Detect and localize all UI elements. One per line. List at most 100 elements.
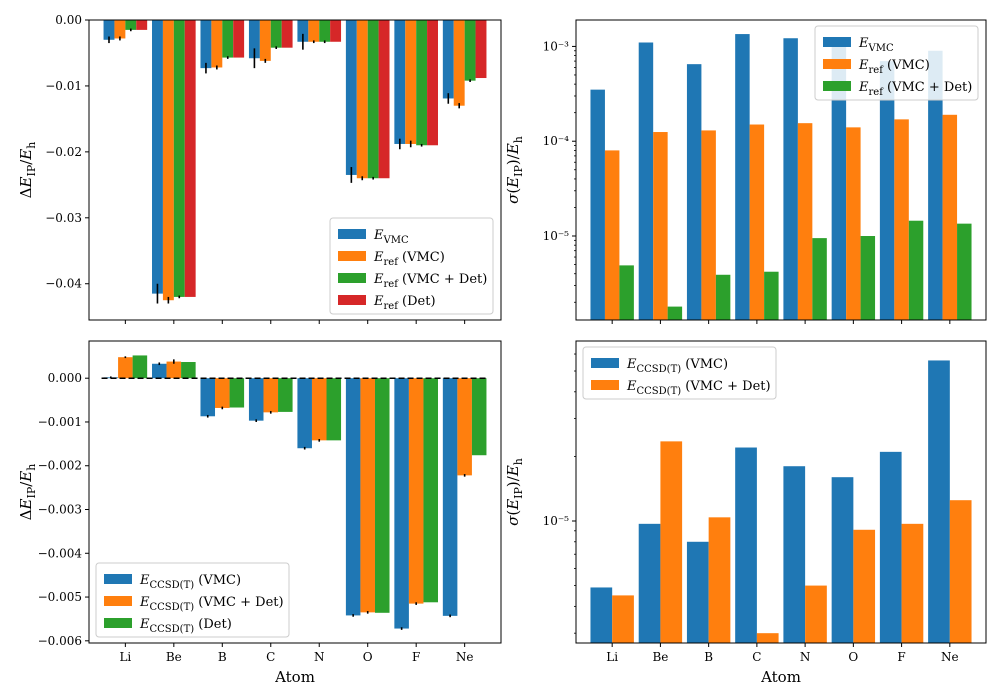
bar-bottom-right-s1-B <box>708 517 731 643</box>
bar-bottom-right-s1-Li <box>612 595 634 643</box>
panel-bottom-right: 10⁻⁵ Li Be B C N O F Ne σ(EIP)/Eh Atom ECCSD(T) (VM… <box>504 340 987 686</box>
bar-bottom-left-s1-B <box>215 378 230 408</box>
bar-top-right-s1-C <box>749 124 765 320</box>
bar-bottom-right-s0-F <box>879 451 902 643</box>
ytick-label: −0.01 <box>45 79 82 93</box>
xtick-label-Ne: Ne <box>941 650 959 664</box>
bar-top-right-s0-Li <box>590 89 605 320</box>
axes-frame <box>88 19 502 321</box>
plot-area <box>590 34 972 320</box>
xtick-label-B: B <box>218 650 227 664</box>
bar-bottom-left-s0-C <box>248 378 264 421</box>
bar-top-right-s2-F <box>908 220 924 320</box>
ytick-label: 10⁻⁵ <box>543 514 570 528</box>
axes-frame <box>575 340 987 644</box>
bar-top-right-s0-O <box>831 42 847 320</box>
ytick-label: −0.002 <box>38 459 82 473</box>
ytick-label: 10⁻⁵ <box>543 229 570 243</box>
bar-top-left-s3-Ne <box>475 20 487 79</box>
legend-entry: Eref (VMC + Det) <box>373 272 487 290</box>
legend-entry: ECCSD(T) (VMC + Det) <box>139 595 284 613</box>
legend-entry: ECCSD(T) (Det) <box>139 617 232 635</box>
bar-top-left-s0-O <box>345 20 357 175</box>
bar-bottom-left-s1-N <box>311 378 327 441</box>
bar-bottom-left-s1-O <box>360 378 375 613</box>
bar-bottom-right-s0-O <box>831 477 854 643</box>
legend-bottom-right: ECCSD(T) (VMC) ECCSD(T) (VMC + Det) <box>582 346 777 400</box>
bar-top-right-s2-Ne <box>957 223 972 320</box>
bar-top-right-s1-Be <box>653 132 668 320</box>
legend-swatch <box>338 251 366 261</box>
bar-top-right-s0-N <box>783 38 798 320</box>
bar-top-right-s2-C <box>764 271 779 320</box>
legend-entry: Eref (VMC) <box>373 250 445 268</box>
xtick-label-C: C <box>752 650 761 664</box>
xtick-label-Be: Be <box>166 650 182 664</box>
bar-top-right-s1-Ne <box>942 114 958 320</box>
bar-bottom-left-s2-B <box>229 378 245 408</box>
xtick-label-Li: Li <box>119 650 131 664</box>
bar-bottom-left-s1-C <box>263 378 279 413</box>
bar-top-left-s1-C <box>259 20 271 61</box>
bar-bottom-left-s0-F <box>394 378 409 629</box>
bar-top-left-s2-Li <box>125 20 137 30</box>
ytick-label: −0.04 <box>45 277 82 291</box>
bar-top-left-s2-B <box>222 20 234 58</box>
plot-area <box>101 355 489 630</box>
legend-swatch <box>338 273 366 283</box>
legend-swatch <box>104 574 132 584</box>
bar-top-left-s1-B <box>211 20 223 68</box>
legend-swatch <box>823 59 851 69</box>
xtick-label-C: C <box>266 650 275 664</box>
bar-top-left-s2-O <box>367 20 379 179</box>
bar-bottom-left-s0-Be <box>152 363 167 379</box>
y-axis-label: ΔEIP/Eh <box>17 464 38 521</box>
xtick-label-Li: Li <box>606 650 618 664</box>
bar-bottom-right-s0-Be <box>638 523 661 643</box>
bar-top-right-s0-C <box>735 34 750 320</box>
bar-bottom-left-s2-C <box>278 378 293 412</box>
bar-top-right-s1-O <box>846 127 861 320</box>
bar-top-left-s3-F <box>427 20 438 146</box>
bar-bottom-left-s2-N <box>326 378 342 441</box>
y-axis-label: σ(EIP)/Eh <box>504 458 525 526</box>
bar-bottom-left-s1-Li <box>118 357 133 379</box>
bar-top-left-s3-Be <box>184 20 196 297</box>
xtick-label-O: O <box>363 650 373 664</box>
bar-top-left-s0-B <box>200 20 212 69</box>
bar-top-right-s2-Li <box>619 265 634 320</box>
bar-top-left-s3-Li <box>136 20 148 30</box>
bar-top-left-s1-Ne <box>453 20 465 106</box>
bar-bottom-left-s0-Ne <box>442 378 458 616</box>
legend-box <box>582 346 777 400</box>
ytick-label: 10⁻³ <box>543 39 570 53</box>
legend-swatch <box>338 229 366 239</box>
legend-entry: EVMC <box>858 36 894 54</box>
bar-top-left-s0-N <box>297 20 309 42</box>
bar-bottom-left-s1-Be <box>166 361 182 379</box>
bar-top-left-s2-Ne <box>464 20 476 81</box>
legend-swatch <box>591 380 619 390</box>
bar-top-right-s2-O <box>860 236 876 320</box>
bar-top-right-s2-N <box>812 238 827 320</box>
bar-top-left-s2-F <box>416 20 428 146</box>
bar-top-left-s0-Ne <box>442 20 454 99</box>
bar-bottom-left-s2-F <box>423 378 438 603</box>
panel-bottom-left: 0.000 −0.001 −0.002 −0.003 −0.004 −0.005 −0.00… <box>17 340 502 686</box>
bar-top-left-s2-C <box>270 20 282 48</box>
legend-swatch <box>338 295 366 305</box>
legend-swatch <box>823 81 851 91</box>
legend-box <box>814 25 979 101</box>
panel-top-right: 10⁻⁵ 10⁻⁴ 10⁻³ σ(EIP)/Eh EVMC Eref (VMC) Eref … <box>504 19 987 324</box>
bar-top-right-s0-F <box>879 61 895 320</box>
panel-top-left: 0.00 −0.01 −0.02 −0.03 −0.04 ΔEIP/Eh EVMC Eref … <box>17 13 502 324</box>
legend-entry: ECCSD(T) (VMC + Det) <box>626 379 771 397</box>
xtick-label-F: F <box>897 650 905 664</box>
bar-bottom-left-s2-Ne <box>471 378 487 456</box>
bar-top-right-s1-Li <box>604 150 620 320</box>
bar-bottom-right-s1-N <box>805 585 827 643</box>
bar-top-left-s3-N <box>330 20 342 42</box>
ytick-label: −0.003 <box>38 503 82 517</box>
bar-top-right-s0-B <box>686 64 702 320</box>
xtick-label-N: N <box>314 650 325 664</box>
